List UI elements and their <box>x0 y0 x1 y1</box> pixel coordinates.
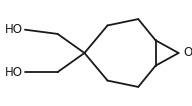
Text: HO: HO <box>5 23 23 36</box>
Text: O: O <box>183 47 192 59</box>
Text: HO: HO <box>5 66 23 79</box>
